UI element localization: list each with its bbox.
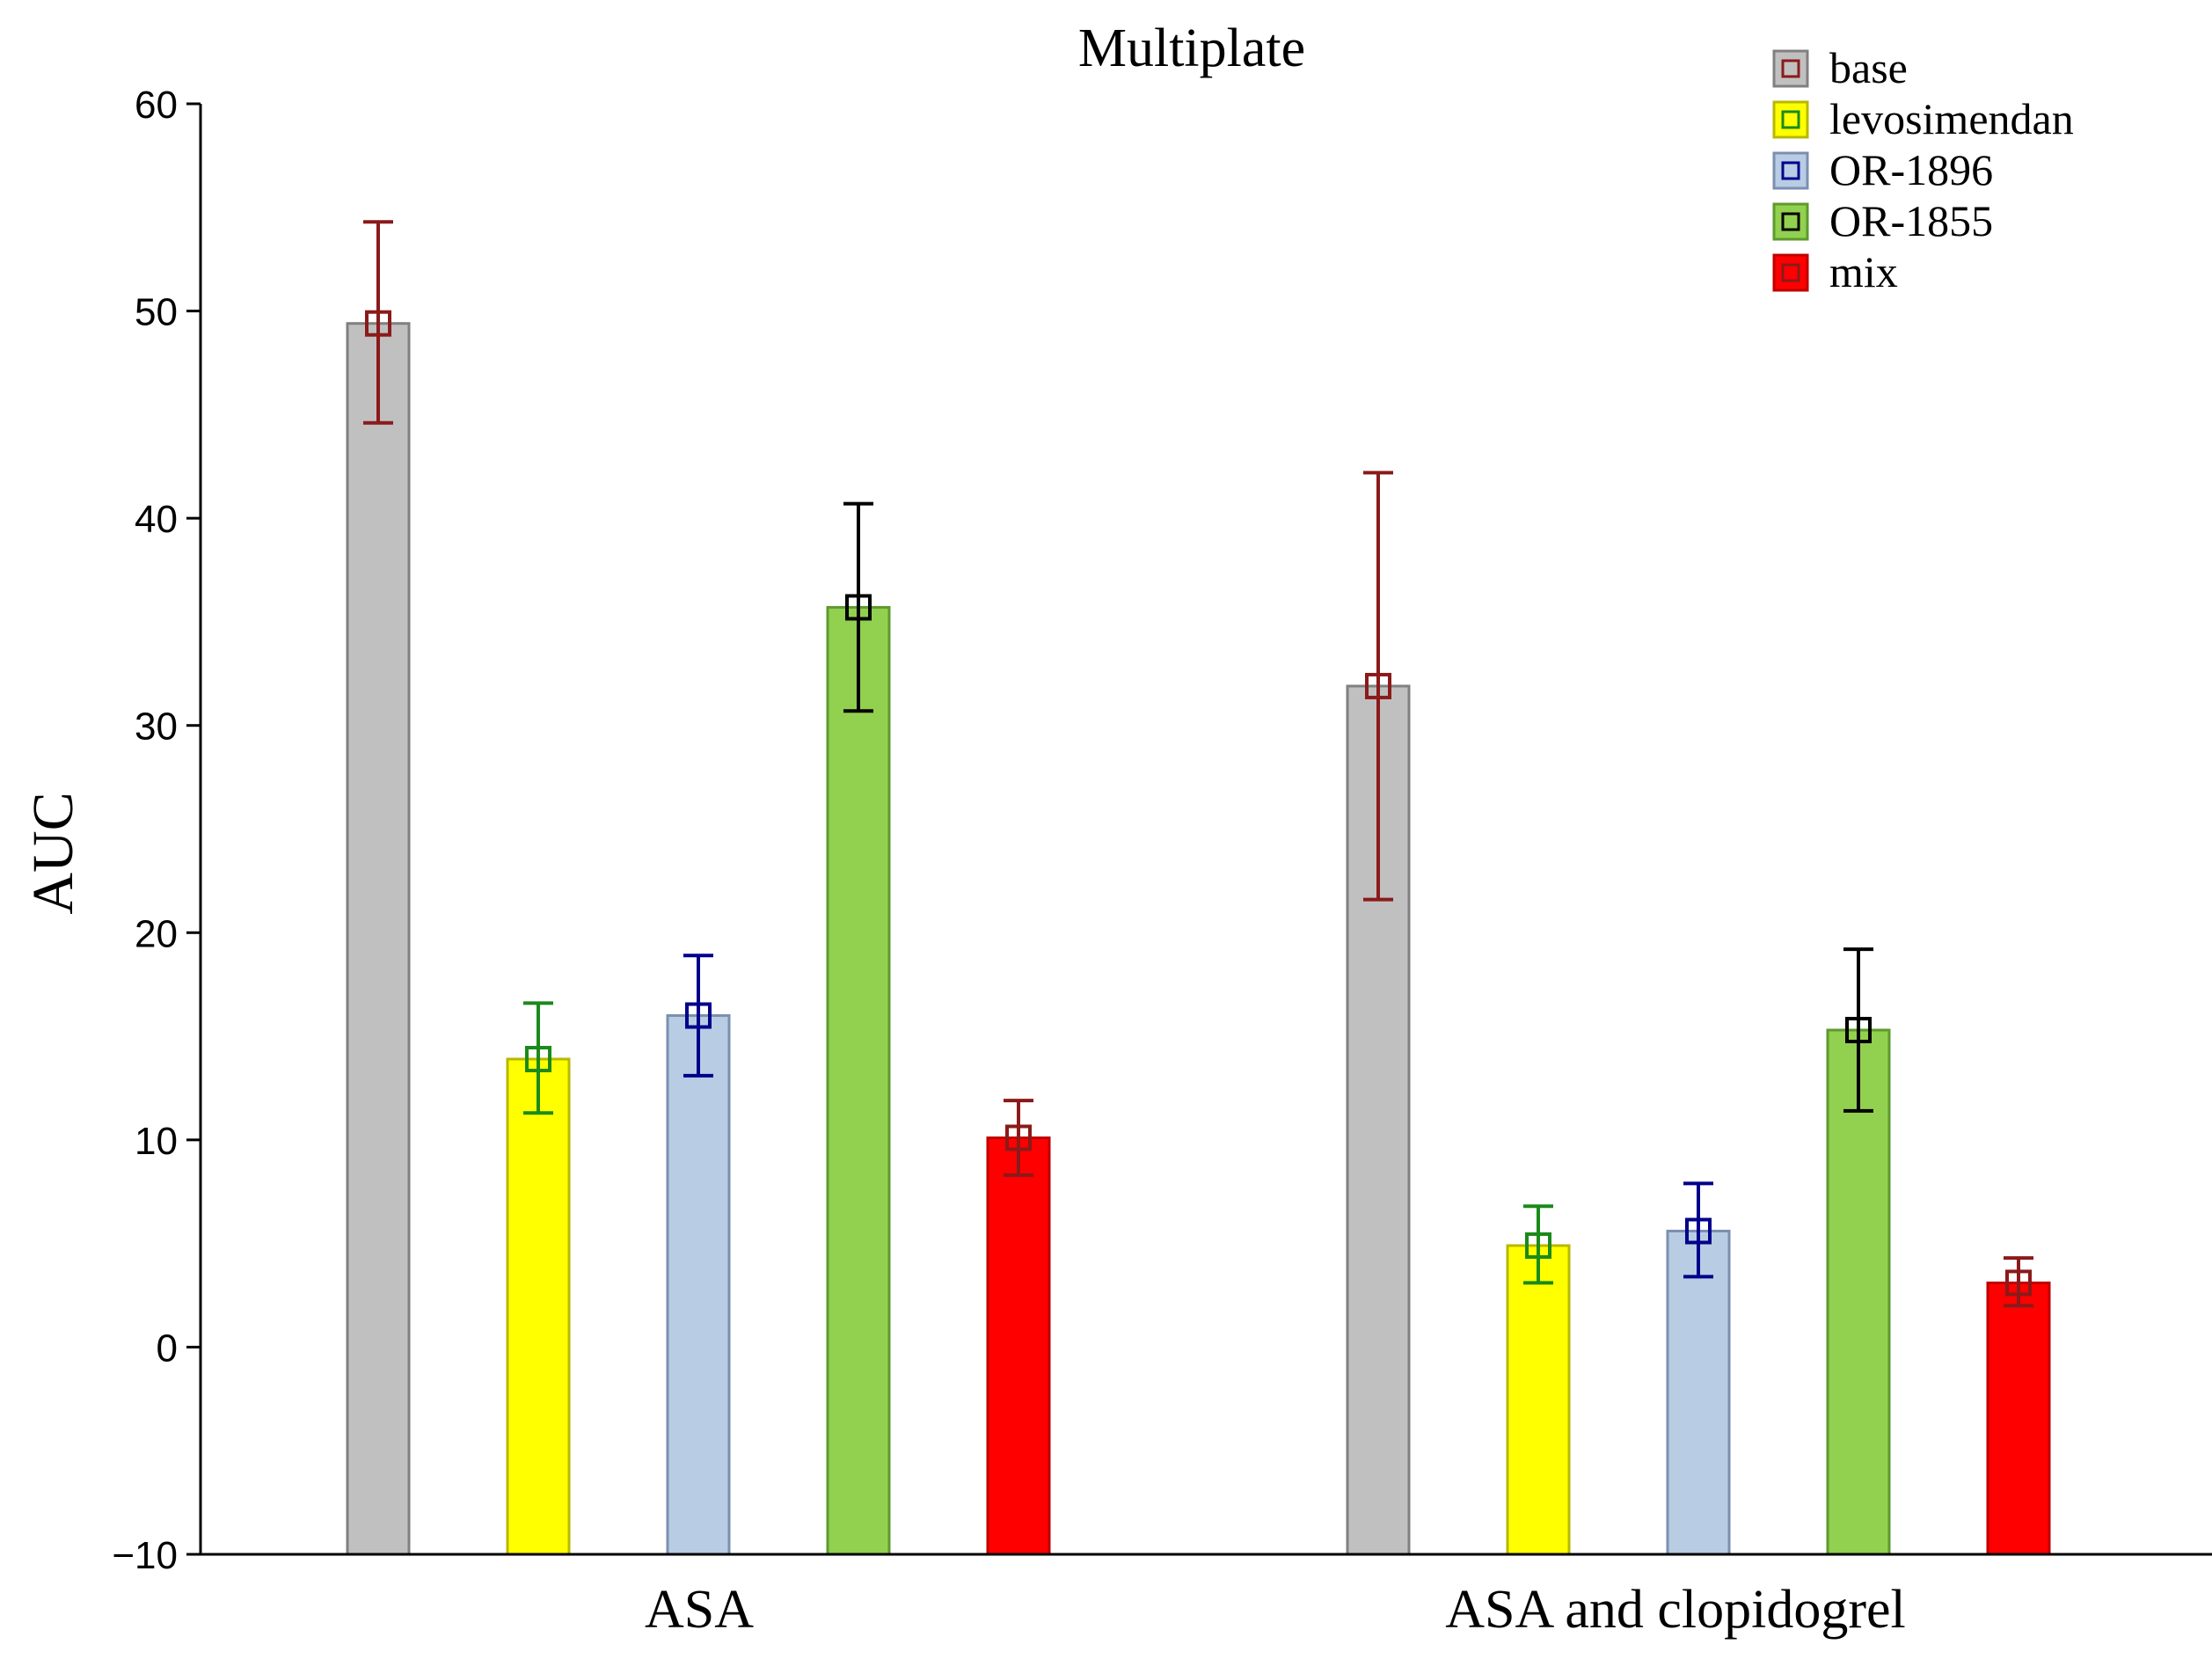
bar-or-1896-1 xyxy=(666,1014,731,1556)
bar-or-1896-2 xyxy=(1666,1230,1731,1556)
bar-mix-1 xyxy=(986,1136,1051,1556)
legend-swatch xyxy=(1772,202,1809,241)
legend-marker xyxy=(1781,110,1800,129)
legend-swatch xyxy=(1772,253,1809,292)
y-tick-label: 30 xyxy=(135,705,178,749)
bar-or-1855-1 xyxy=(826,605,891,1556)
legend-label: OR-1855 xyxy=(1829,196,1993,245)
error-bar-base-2 xyxy=(1363,471,1393,902)
mean-marker-levosimendan-2 xyxy=(1525,1231,1551,1259)
chart-title: Multiplate xyxy=(1078,18,1305,78)
error-bar-mix-2 xyxy=(2004,1256,2033,1308)
y-tick-label: 0 xyxy=(157,1326,178,1370)
bar-levosimendan-2 xyxy=(1506,1244,1571,1556)
y-tick-label: 40 xyxy=(135,498,178,541)
legend-item-mix: mix xyxy=(1772,247,1898,296)
legend-marker xyxy=(1781,212,1800,231)
error-bar-levosimendan-1 xyxy=(523,1001,553,1115)
error-bar-base-1 xyxy=(363,220,393,425)
mean-marker-mix-2 xyxy=(2005,1269,2032,1297)
bar-mix-2 xyxy=(1986,1281,2051,1556)
legend-item-or-1855: OR-1855 xyxy=(1772,196,1993,245)
x-category-label: ASA and clopidogrel xyxy=(1445,1580,1906,1640)
y-axis-title: AUC xyxy=(21,792,85,914)
y-tick-label: 10 xyxy=(135,1120,178,1163)
error-bar-or-1896-2 xyxy=(1683,1181,1713,1279)
y-tick-label: 20 xyxy=(135,912,178,955)
mean-marker-levosimendan-1 xyxy=(525,1045,551,1072)
mean-marker-or-1855-1 xyxy=(845,594,872,621)
plot-area: −10 0 10 20 30 40 50 60 ASA ASA and clopidogrel xyxy=(112,84,2212,1640)
legend-marker xyxy=(1781,59,1800,78)
y-tick-label: 60 xyxy=(135,84,178,127)
legend-label: levosimendan xyxy=(1829,94,2074,143)
error-bar-or-1855-2 xyxy=(1843,947,1873,1113)
legend-swatch xyxy=(1772,49,1809,88)
y-tick-label: −10 xyxy=(112,1534,178,1577)
mean-marker-or-1896-1 xyxy=(685,1002,712,1029)
legend-swatch xyxy=(1772,151,1809,190)
legend-item-base: base xyxy=(1772,43,1908,92)
error-bar-mix-1 xyxy=(1004,1099,1033,1177)
error-bar-or-1855-1 xyxy=(843,501,873,713)
mean-marker-or-1855-2 xyxy=(1845,1017,1872,1044)
legend-swatch xyxy=(1772,100,1809,139)
legend-marker xyxy=(1781,263,1800,282)
mean-marker-mix-1 xyxy=(1005,1124,1032,1151)
legend-label: base xyxy=(1829,43,1908,92)
legend-item-levosimendan: levosimendan xyxy=(1772,94,2074,143)
y-tick-label: 50 xyxy=(135,291,178,334)
legend-label: mix xyxy=(1829,247,1898,296)
bar-base-1 xyxy=(346,322,411,1556)
bar-levosimendan-1 xyxy=(506,1057,571,1556)
error-bar-levosimendan-2 xyxy=(1523,1204,1553,1285)
error-bar-or-1896-1 xyxy=(683,954,713,1078)
legend-label: OR-1896 xyxy=(1829,145,1993,194)
mean-marker-or-1896-2 xyxy=(1685,1217,1712,1245)
mean-marker-base-2 xyxy=(1365,672,1391,699)
legend-marker xyxy=(1781,161,1800,180)
mean-marker-base-1 xyxy=(365,310,391,337)
legend-item-or-1896: OR-1896 xyxy=(1772,145,1993,194)
x-category-label: ASA xyxy=(645,1580,754,1640)
